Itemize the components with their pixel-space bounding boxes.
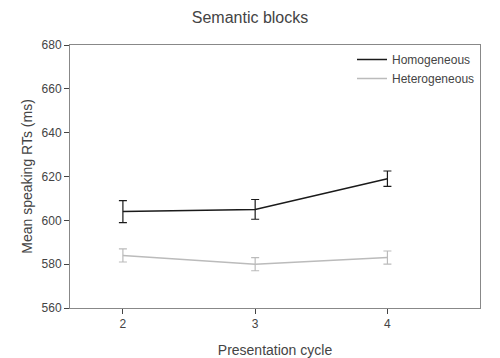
svg-text:Homogeneous: Homogeneous [392, 53, 470, 67]
svg-text:580: 580 [42, 257, 62, 271]
svg-text:Presentation cycle: Presentation cycle [218, 342, 333, 358]
svg-text:640: 640 [42, 126, 62, 140]
svg-text:3: 3 [252, 317, 259, 331]
svg-text:680: 680 [42, 38, 62, 52]
svg-text:Heterogeneous: Heterogeneous [392, 72, 474, 86]
svg-text:620: 620 [42, 170, 62, 184]
svg-text:600: 600 [42, 214, 62, 228]
svg-text:2: 2 [120, 317, 127, 331]
svg-text:560: 560 [42, 301, 62, 315]
svg-text:4: 4 [384, 317, 391, 331]
svg-text:660: 660 [42, 82, 62, 96]
svg-text:Semantic blocks: Semantic blocks [192, 9, 309, 26]
svg-text:Mean speaking RTs (ms): Mean speaking RTs (ms) [19, 99, 35, 254]
